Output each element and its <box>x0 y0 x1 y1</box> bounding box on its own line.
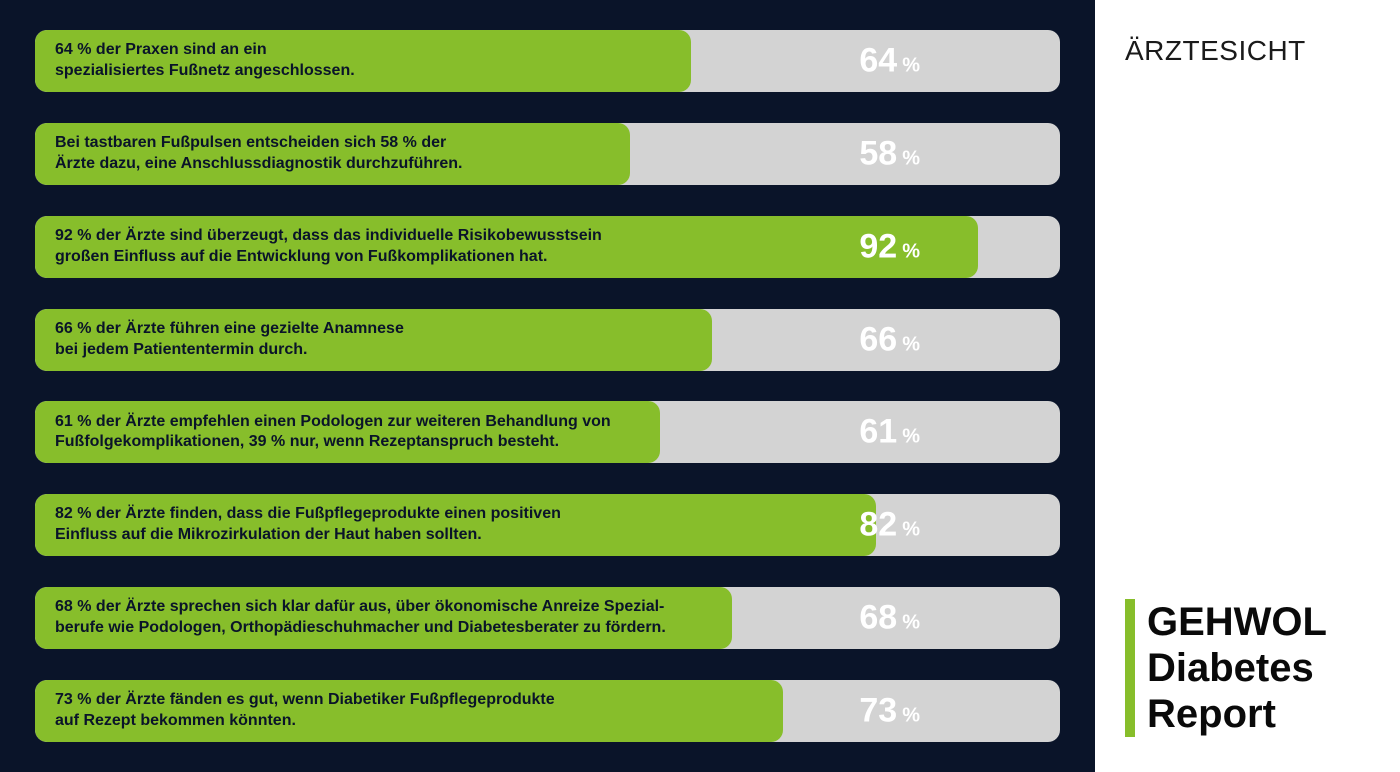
sidebar-panel: ÄRZTESICHT GEHWOL Diabetes Report <box>1095 0 1400 772</box>
bar-label: 73 % der Ärzte fänden es gut, wenn Diabe… <box>55 690 555 732</box>
bar-fill: 68 % der Ärzte sprechen sich klar dafür … <box>35 587 732 649</box>
report-title-block: GEHWOL Diabetes Report <box>1125 599 1380 737</box>
bar-value: 92% <box>859 227 920 266</box>
bar-fill: 73 % der Ärzte fänden es gut, wenn Diabe… <box>35 680 783 742</box>
accent-bar <box>1125 599 1135 737</box>
bar-value: 73% <box>859 691 920 730</box>
report-title-line3: Report <box>1147 691 1327 737</box>
bar-fill: 64 % der Praxen sind an einspezialisiert… <box>35 30 691 92</box>
bar-row: 73 % der Ärzte fänden es gut, wenn Diabe… <box>35 680 1060 742</box>
bar-value: 64% <box>859 42 920 81</box>
bar-row: Bei tastbaren Fußpulsen entscheiden sich… <box>35 123 1060 185</box>
bar-label: Bei tastbaren Fußpulsen entscheiden sich… <box>55 133 462 175</box>
bar-fill: 92 % der Ärzte sind überzeugt, dass das … <box>35 216 978 278</box>
bar-row: 66 % der Ärzte führen eine gezielte Anam… <box>35 309 1060 371</box>
bar-value: 61% <box>859 413 920 452</box>
bar-label: 92 % der Ärzte sind überzeugt, dass das … <box>55 226 602 268</box>
sidebar-heading: ÄRZTESICHT <box>1125 35 1380 67</box>
bar-value: 58% <box>859 134 920 173</box>
chart-panel: 64 % der Praxen sind an einspezialisiert… <box>0 0 1095 772</box>
bar-value: 66% <box>859 320 920 359</box>
bar-fill: 66 % der Ärzte führen eine gezielte Anam… <box>35 309 712 371</box>
bar-label: 64 % der Praxen sind an einspezialisiert… <box>55 40 355 82</box>
bar-fill: 61 % der Ärzte empfehlen einen Podologen… <box>35 401 660 463</box>
bar-label: 68 % der Ärzte sprechen sich klar dafür … <box>55 597 666 639</box>
bar-label: 82 % der Ärzte finden, dass die Fußpfleg… <box>55 504 561 546</box>
bar-value: 82% <box>859 506 920 545</box>
bar-row: 61 % der Ärzte empfehlen einen Podologen… <box>35 401 1060 463</box>
report-title-line2: Diabetes <box>1147 645 1327 691</box>
report-title: GEHWOL Diabetes Report <box>1147 599 1327 737</box>
report-title-line1: GEHWOL <box>1147 599 1327 645</box>
bar-fill: 82 % der Ärzte finden, dass die Fußpfleg… <box>35 494 876 556</box>
bar-value: 68% <box>859 599 920 638</box>
bar-label: 66 % der Ärzte führen eine gezielte Anam… <box>55 319 404 361</box>
bar-label: 61 % der Ärzte empfehlen einen Podologen… <box>55 412 611 454</box>
bar-row: 92 % der Ärzte sind überzeugt, dass das … <box>35 216 1060 278</box>
bar-row: 82 % der Ärzte finden, dass die Fußpfleg… <box>35 494 1060 556</box>
bar-fill: Bei tastbaren Fußpulsen entscheiden sich… <box>35 123 630 185</box>
bar-row: 64 % der Praxen sind an einspezialisiert… <box>35 30 1060 92</box>
bar-row: 68 % der Ärzte sprechen sich klar dafür … <box>35 587 1060 649</box>
